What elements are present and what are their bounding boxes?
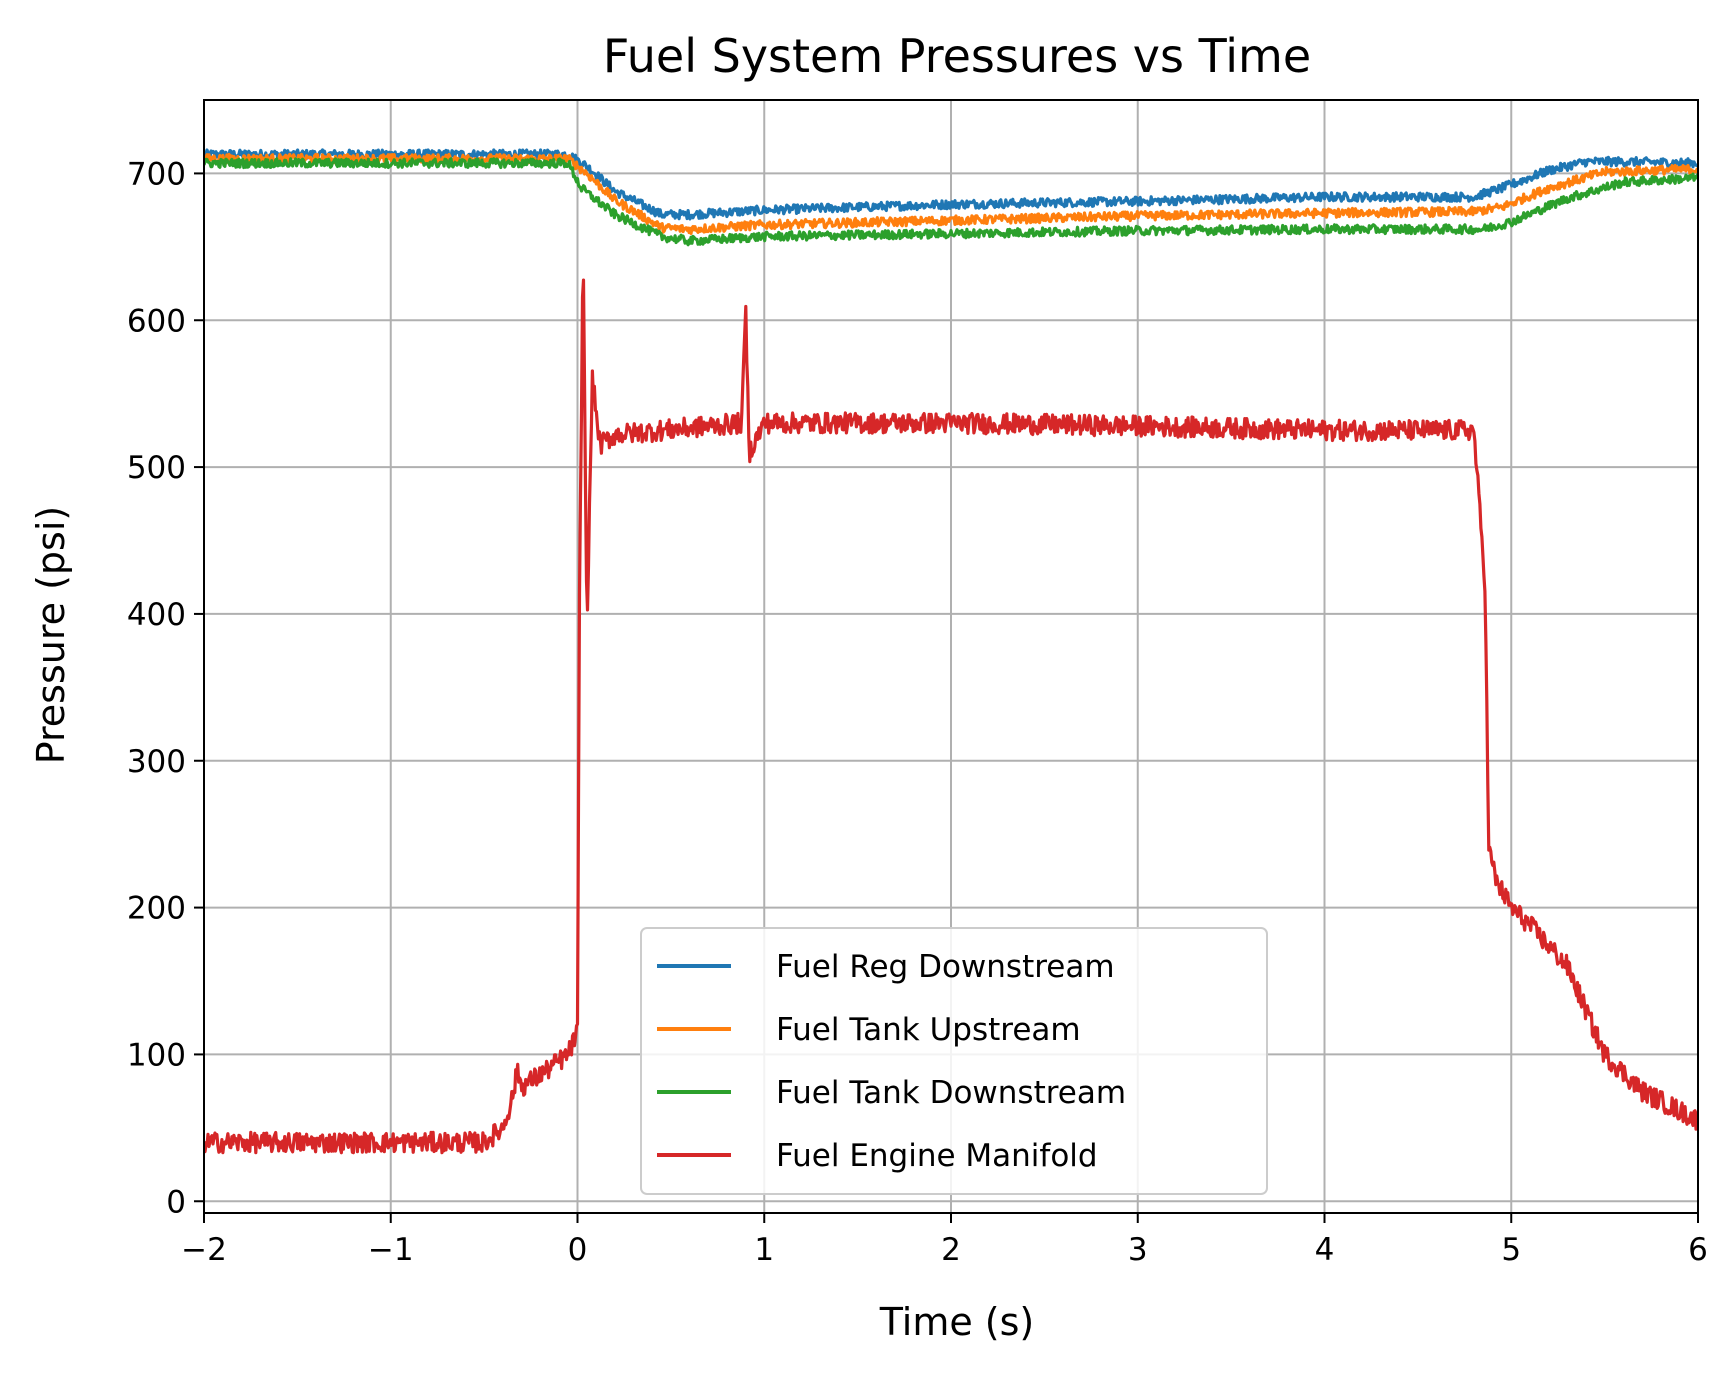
legend-entry-3: Fuel Engine Manifold <box>776 1138 1098 1174</box>
series-line-3 <box>204 278 1698 1155</box>
x-tick-label: 1 <box>754 1232 774 1268</box>
x-tick-label: 6 <box>1688 1232 1708 1268</box>
x-tick-label: 2 <box>941 1232 961 1268</box>
legend-box <box>640 927 1268 1195</box>
y-tick-label: 300 <box>127 744 186 780</box>
y-tick-label: 700 <box>127 156 186 192</box>
legend-entry-2: Fuel Tank Downstream <box>776 1075 1126 1111</box>
x-tick-label: −1 <box>368 1232 414 1268</box>
y-axis-label: Pressure (psi) <box>29 506 73 764</box>
x-tick-label: 5 <box>1501 1232 1521 1268</box>
legend-entry-0: Fuel Reg Downstream <box>776 949 1115 985</box>
y-tick-label: 500 <box>127 450 186 486</box>
series-line-0 <box>204 148 1698 221</box>
chart-title: Fuel System Pressures vs Time <box>603 29 1311 83</box>
x-tick-label: 0 <box>568 1232 588 1268</box>
ticks: −2 −1 0 1 2 3 4 5 6 0 100 200 300 400 500 600 700 <box>127 156 1708 1268</box>
plot-area <box>204 148 1698 1155</box>
x-tick-label: 3 <box>1128 1232 1148 1268</box>
x-tick-label: −2 <box>181 1232 227 1268</box>
legend-entry-1: Fuel Tank Upstream <box>776 1012 1081 1048</box>
series-line-2 <box>204 157 1698 247</box>
x-tick-label: 4 <box>1315 1232 1335 1268</box>
y-tick-label: 600 <box>127 303 186 339</box>
y-tick-label: 0 <box>166 1184 186 1220</box>
legend: Fuel Reg Downstream Fuel Tank Upstream Fue… <box>640 927 1268 1195</box>
y-tick-label: 400 <box>127 597 186 633</box>
y-tick-label: 200 <box>127 891 186 927</box>
y-tick-label: 100 <box>127 1037 186 1073</box>
grid <box>203 100 1699 1213</box>
x-axis-label: Time (s) <box>879 1300 1035 1344</box>
